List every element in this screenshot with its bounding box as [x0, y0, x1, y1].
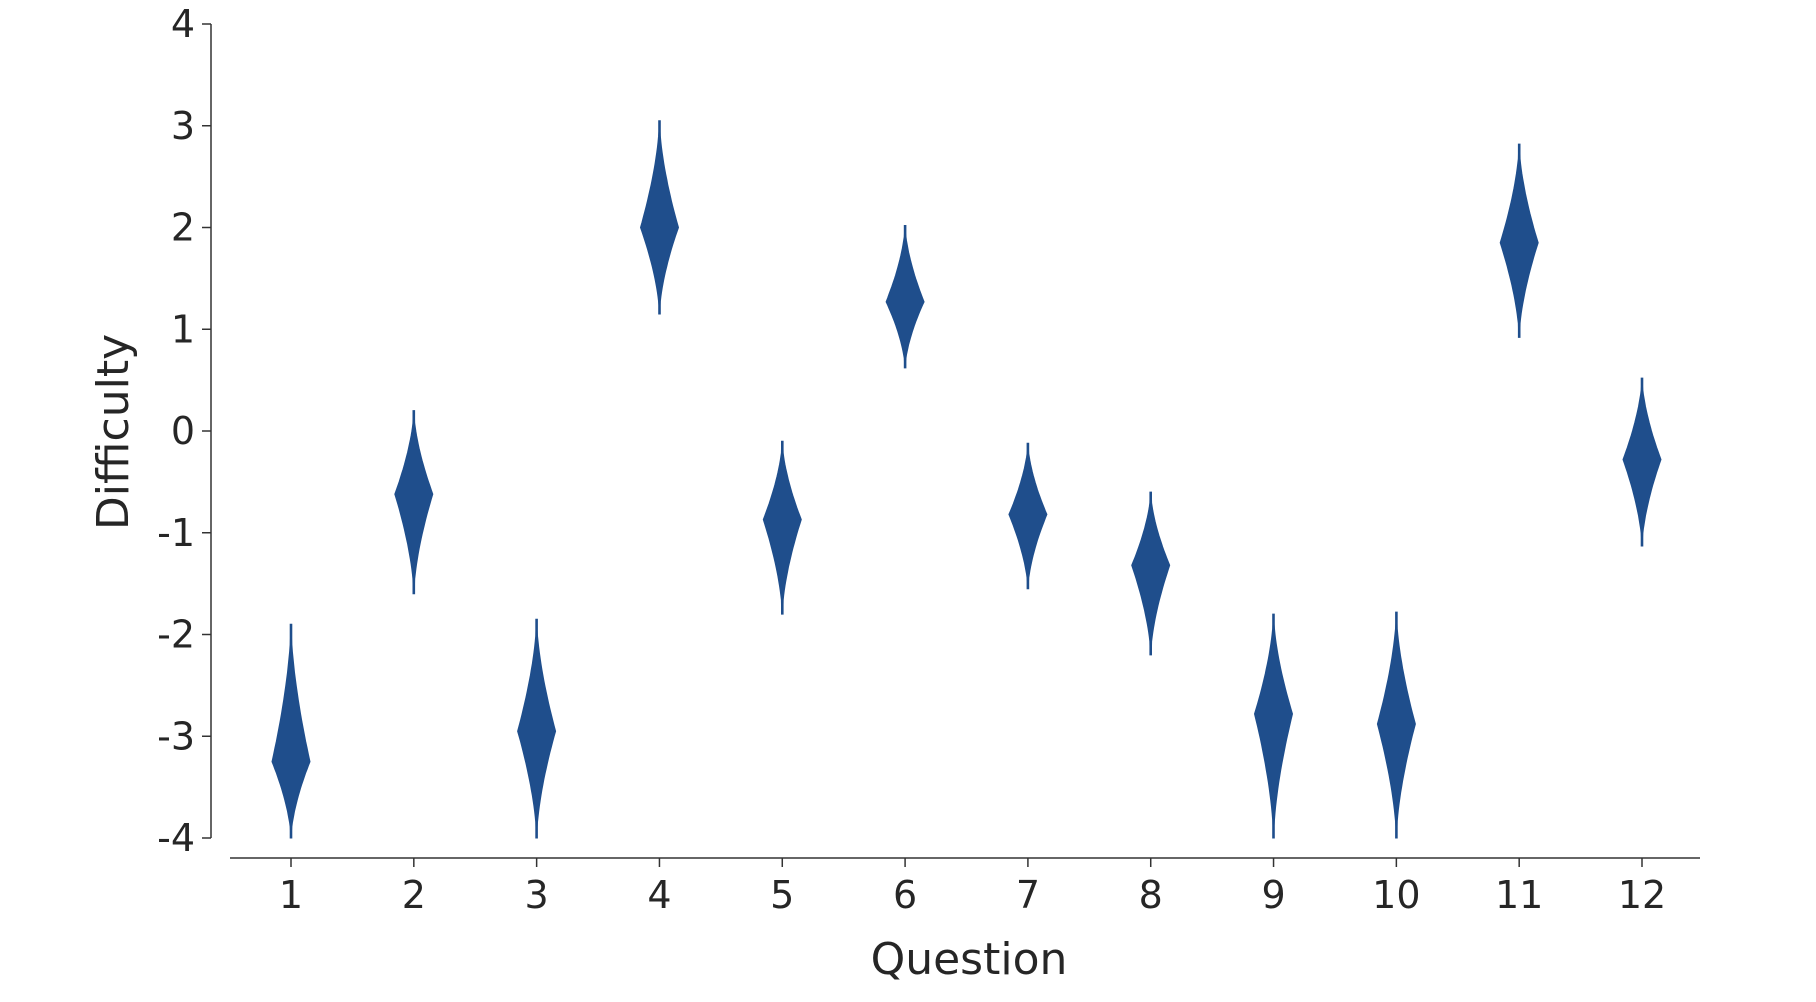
violin-q4	[639, 120, 680, 315]
violin-q9	[1253, 613, 1294, 839]
x-axis: 1 2 3 4 5 6 7 8 9 10 11 12	[230, 857, 1700, 917]
x-tick-label: 9	[1261, 873, 1285, 917]
x-tick-label: 8	[1139, 873, 1163, 917]
violin-q8	[1131, 491, 1171, 656]
y-tick-label: 1	[171, 307, 195, 351]
y-tick-label: 3	[171, 104, 195, 148]
x-tick-label: 12	[1618, 873, 1666, 917]
y-tick-label: -1	[157, 511, 195, 555]
x-tick-label: 1	[279, 873, 303, 917]
y-tick-label: 2	[171, 206, 195, 250]
violin-q11	[1499, 143, 1539, 338]
violin-q2	[394, 410, 434, 595]
y-tick-label: -2	[157, 613, 195, 657]
x-tick-label: 10	[1372, 873, 1420, 917]
y-tick-label: -4	[157, 816, 195, 860]
x-tick-label: 11	[1495, 873, 1543, 917]
x-tick-label: 7	[1016, 873, 1040, 917]
y-axis-title: Difficulty	[88, 334, 139, 530]
x-tick-label: 2	[402, 873, 426, 917]
violin-q12	[1622, 377, 1662, 547]
violin-q6	[885, 225, 925, 369]
y-axis: 4 3 2 1 0 -1 -2 -3 -4	[157, 2, 212, 860]
x-tick-label: 6	[893, 873, 917, 917]
y-tick-label: 0	[171, 409, 195, 453]
x-tick-label: 4	[647, 873, 671, 917]
violin-q10	[1376, 611, 1416, 839]
x-tick-label: 5	[770, 873, 794, 917]
violins	[271, 120, 1662, 839]
x-tick-label: 3	[525, 873, 549, 917]
violin-q5	[762, 440, 802, 615]
violin-q7	[1008, 442, 1048, 590]
violin-q3	[517, 618, 557, 839]
y-tick-label: -3	[157, 714, 195, 758]
y-tick-label: 4	[171, 2, 195, 46]
violin-q1	[271, 623, 311, 839]
x-axis-title: Question	[871, 934, 1068, 985]
